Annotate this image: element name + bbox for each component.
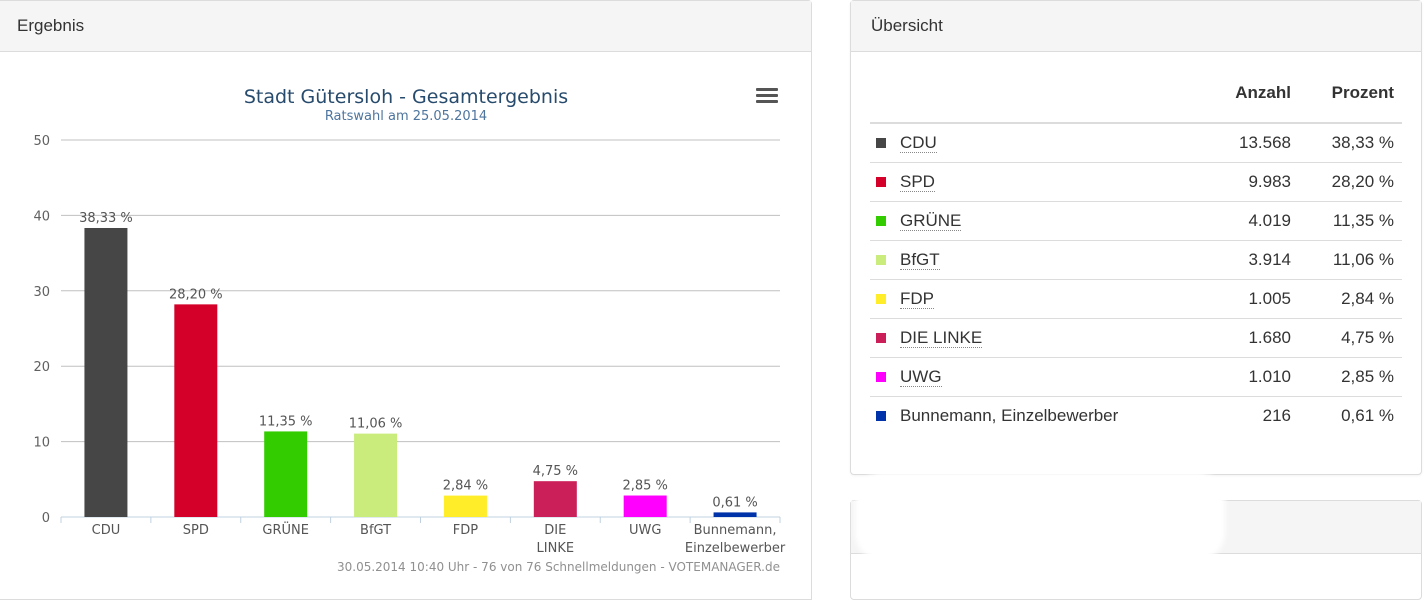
overview-row: FDP 1.005 2,84 % [870,279,1402,319]
overview-row: CDU 13.568 38,33 % [870,123,1402,163]
count-column-header: Anzahl [1171,70,1299,124]
overview-row: GRÜNE 4.019 11,35 % [870,201,1402,241]
x-category-label: UWG [629,523,661,538]
party-name[interactable]: SPD [900,172,935,192]
vote-count: 3.914 [1171,240,1299,280]
data-label: 2,84 % [443,479,488,494]
party-name[interactable]: CDU [900,133,937,153]
percent-column-header: Prozent [1299,70,1402,124]
overview-header-row: Anzahl Prozent [870,70,1402,124]
vote-count: 13.568 [1171,123,1299,163]
x-category-label: DIE [544,523,566,538]
overview-row: BfGT 3.914 11,06 % [870,240,1402,280]
bar[interactable] [354,433,398,517]
party-name[interactable]: BfGT [900,250,940,270]
party-color-swatch [876,176,886,187]
party-cell: SPD [870,162,1171,202]
data-label: 0,61 % [712,495,757,510]
data-label: 28,20 % [169,287,223,302]
y-tick-label: 30 [33,285,50,300]
chart-title: Stadt Gütersloh - Gesamtergebnis [244,86,568,108]
y-tick-label: 20 [33,360,50,375]
x-category-label: Einzelbewerber [685,541,786,556]
x-category-label: BfGT [360,523,391,538]
result-panel: Ergebnis [0,0,812,600]
party-cell: GRÜNE [870,201,1171,241]
results-bar-chart: Stadt Gütersloh - GesamtergebnisRatswahl… [33,86,786,574]
blurred-overlay [855,472,1225,562]
x-category-label: GRÜNE [262,521,309,538]
party-cell: CDU [870,123,1171,163]
y-tick-label: 10 [33,436,50,451]
party-color-swatch [876,410,886,421]
party-color-swatch [876,371,886,382]
overview-row: DIE LINKE 1.680 4,75 % [870,318,1402,358]
chart-subtitle: Ratswahl am 25.05.2014 [325,109,487,124]
bar[interactable] [533,481,577,517]
vote-count: 216 [1262,406,1291,425]
chart-menu-icon[interactable] [756,88,778,108]
party-name[interactable]: UWG [900,367,942,387]
overview-row: Bunnemann, Einzelbewerber 216 0,61 % [870,397,1402,436]
y-tick-label: 50 [33,134,50,149]
vote-percent: 2,85 % [1299,357,1402,397]
bar[interactable] [264,431,308,517]
data-label: 4,75 % [533,464,578,479]
party-name[interactable]: DIE LINKE [900,328,983,348]
vote-count: 1.680 [1171,318,1299,358]
data-label: 38,33 % [79,211,133,226]
x-category-label: LINKE [537,541,575,556]
party-cell: DIE LINKE [870,318,1171,358]
vote-count: 1.010 [1171,357,1299,397]
overview-row: UWG 1.010 2,85 % [870,357,1402,397]
party-cell: BfGT [870,240,1171,280]
bar[interactable] [443,495,487,517]
vote-count: 4.019 [1171,201,1299,241]
vote-count: 9.983 [1171,162,1299,202]
party-name[interactable]: GRÜNE [900,211,962,231]
vote-percent: 11,35 % [1299,201,1402,241]
party-cell: UWG [870,357,1171,397]
overview-panel-title: Übersicht [851,1,1421,52]
party-color-swatch [876,215,886,226]
party-name[interactable]: Bunnemann, Einzelbewerber [900,406,1119,425]
x-category-label: CDU [92,523,121,538]
party-cell: FDP [870,279,1171,319]
party-cell: Bunnemann, Einzelbewerber [870,397,1171,436]
bar[interactable] [174,304,218,517]
x-category-label: FDP [453,523,478,538]
data-label: 11,06 % [349,417,403,432]
vote-percent: 2,84 % [1299,279,1402,319]
vote-percent: 4,75 % [1299,318,1402,358]
overview-row: SPD 9.983 28,20 % [870,162,1402,202]
y-tick-label: 40 [33,209,50,224]
party-color-swatch [876,332,886,343]
bar[interactable] [623,495,667,517]
result-panel-title: Ergebnis [0,1,811,52]
party-column-header [870,70,1171,124]
vote-percent: 38,33 % [1299,123,1402,163]
bar[interactable] [713,512,757,517]
vote-percent: 11,06 % [1299,240,1402,280]
party-name[interactable]: FDP [900,289,934,309]
vote-count: 1.005 [1171,279,1299,319]
bar[interactable] [84,227,128,517]
y-tick-label: 0 [42,511,50,526]
vote-percent: 0,61 % [1341,406,1394,425]
party-color-swatch [876,137,886,148]
x-category-label: SPD [183,523,209,538]
chart-credits[interactable]: 30.05.2014 10:40 Uhr - 76 von 76 Schnell… [337,560,780,574]
overview-table: Anzahl Prozent CDU 13.568 38,33 % SPD 9.983 2… [870,70,1402,435]
data-label: 2,85 % [622,479,667,494]
x-category-label: Bunnemann, [694,523,777,538]
vote-percent: 28,20 % [1299,162,1402,202]
party-color-swatch [876,254,886,265]
data-label: 11,35 % [259,414,313,429]
party-color-swatch [876,293,886,304]
